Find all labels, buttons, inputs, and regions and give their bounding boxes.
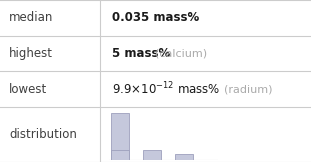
Text: (radium): (radium) [224,84,272,94]
Text: 0.035 mass%: 0.035 mass% [112,11,199,24]
Text: $9.9{\times}10^{-12}$ mass%: $9.9{\times}10^{-12}$ mass% [112,81,220,97]
Bar [174,154,193,160]
Text: highest: highest [9,47,53,60]
Text: distribution: distribution [9,128,77,141]
Bar [111,150,129,160]
Bar [111,113,129,160]
Text: lowest: lowest [9,83,48,96]
Text: (calcium): (calcium) [156,48,208,58]
Text: 5 mass%: 5 mass% [112,47,170,60]
Bar [143,150,161,160]
Text: median: median [9,11,54,24]
